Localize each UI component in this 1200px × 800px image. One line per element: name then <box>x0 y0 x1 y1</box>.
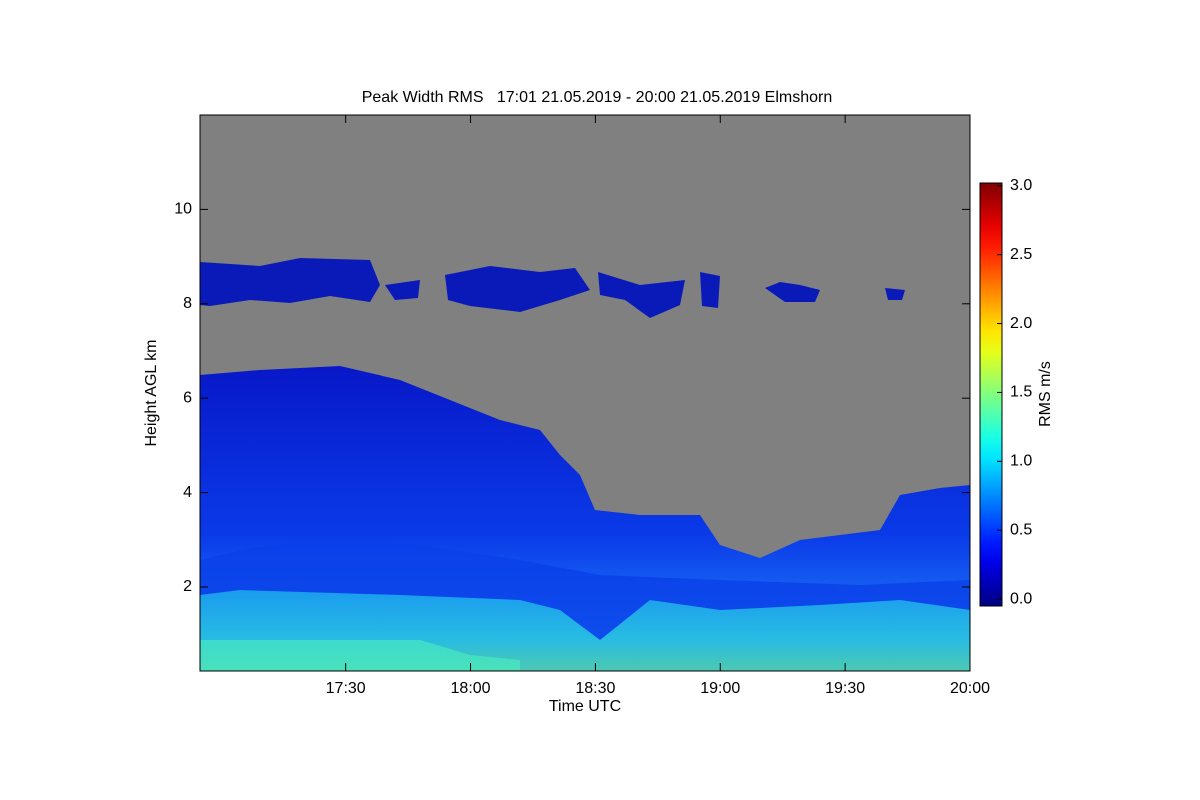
x-axis-label: Time UTC <box>549 698 621 715</box>
chart-title: Peak Width RMS 17:01 21.05.2019 - 20:00 … <box>362 89 833 106</box>
colorbar-tick-label: 0.0 <box>1010 590 1032 607</box>
plot-field <box>200 115 970 671</box>
y-tick-label: 10 <box>174 201 192 218</box>
x-tick-label: 19:30 <box>825 680 865 697</box>
y-tick-label: 6 <box>183 389 192 406</box>
y-tick-label: 2 <box>183 578 192 595</box>
colorbar-label: RMS m/s <box>1037 361 1054 427</box>
x-tick-label: 18:00 <box>451 680 491 697</box>
x-tick-label: 18:30 <box>575 680 615 697</box>
colorbar-tick-label: 1.5 <box>1010 384 1032 401</box>
x-tick-label: 19:00 <box>700 680 740 697</box>
colorbar-tick-label: 3.0 <box>1010 177 1032 194</box>
colorbar <box>979 182 1003 607</box>
y-tick-label: 4 <box>183 484 192 501</box>
colorbar-tick-label: 2.0 <box>1010 315 1032 332</box>
x-tick-label: 20:00 <box>950 680 990 697</box>
colorbar-tick-label: 1.0 <box>1010 453 1032 470</box>
y-tick-label: 8 <box>183 295 192 312</box>
colorbar-tick-label: 0.5 <box>1010 521 1032 538</box>
colorbar-tick-label: 2.5 <box>1010 246 1032 263</box>
y-axis-label: Height AGL km <box>143 339 160 446</box>
plot-frame <box>199 114 971 672</box>
x-tick-label: 17:30 <box>326 680 366 697</box>
